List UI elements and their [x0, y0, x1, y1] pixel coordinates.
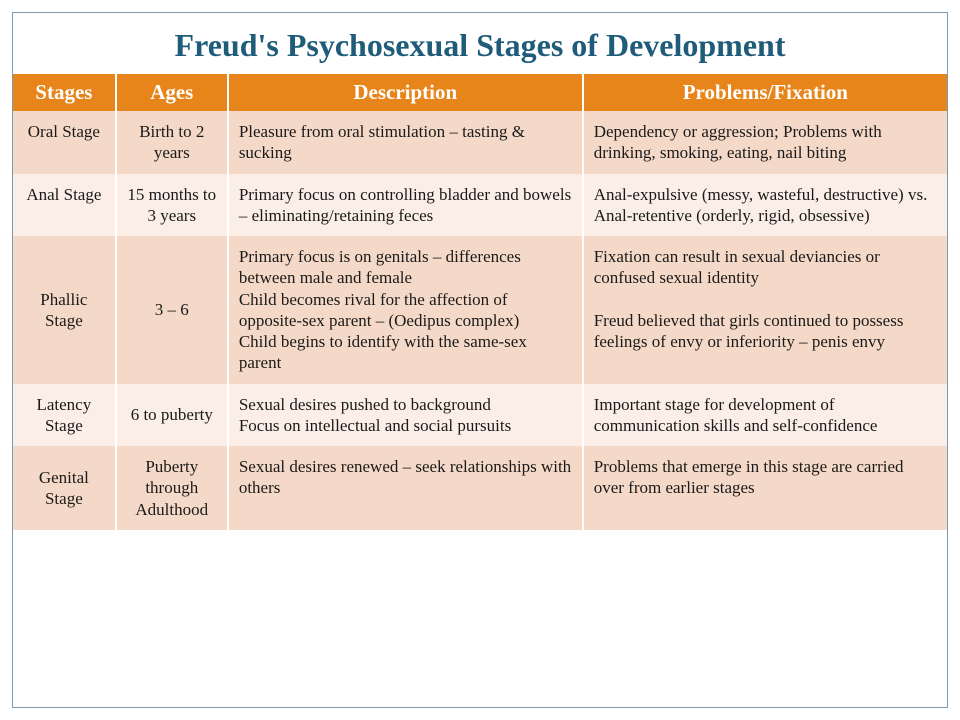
cell-description: Primary focus on controlling bladder and… — [228, 174, 583, 237]
cell-ages: 15 months to 3 years — [116, 174, 228, 237]
content-frame: Freud's Psychosexual Stages of Developme… — [12, 12, 948, 708]
cell-problems: Fixation can result in sexual deviancies… — [583, 236, 947, 384]
col-header-description: Description — [228, 74, 583, 111]
cell-stage: Latency Stage — [13, 384, 116, 447]
table-row: Genital Stage Puberty through Adulthood … — [13, 446, 947, 530]
cell-problems: Problems that emerge in this stage are c… — [583, 446, 947, 530]
page-title: Freud's Psychosexual Stages of Developme… — [13, 13, 947, 74]
cell-stage: Oral Stage — [13, 111, 116, 174]
table-row: Anal Stage 15 months to 3 years Primary … — [13, 174, 947, 237]
table-row: Latency Stage 6 to puberty Sexual desire… — [13, 384, 947, 447]
table-row: Phallic Stage 3 – 6 Primary focus is on … — [13, 236, 947, 384]
cell-problems: Dependency or aggression; Problems with … — [583, 111, 947, 174]
col-header-problems: Problems/Fixation — [583, 74, 947, 111]
table-row: Oral Stage Birth to 2 years Pleasure fro… — [13, 111, 947, 174]
cell-ages: 6 to puberty — [116, 384, 228, 447]
cell-stage: Phallic Stage — [13, 236, 116, 384]
table-body: Oral Stage Birth to 2 years Pleasure fro… — [13, 111, 947, 530]
cell-description: Sexual desires pushed to backgroundFocus… — [228, 384, 583, 447]
cell-description: Pleasure from oral stimulation – tasting… — [228, 111, 583, 174]
cell-ages: Birth to 2 years — [116, 111, 228, 174]
table-header-row: Stages Ages Description Problems/Fixatio… — [13, 74, 947, 111]
col-header-stages: Stages — [13, 74, 116, 111]
cell-stage: Genital Stage — [13, 446, 116, 530]
cell-problems: Important stage for development of commu… — [583, 384, 947, 447]
cell-description: Sexual desires renewed – seek relationsh… — [228, 446, 583, 530]
cell-stage: Anal Stage — [13, 174, 116, 237]
cell-ages: 3 – 6 — [116, 236, 228, 384]
cell-ages: Puberty through Adulthood — [116, 446, 228, 530]
col-header-ages: Ages — [116, 74, 228, 111]
stages-table: Stages Ages Description Problems/Fixatio… — [13, 74, 947, 530]
cell-problems: Anal-expulsive (messy, wasteful, destruc… — [583, 174, 947, 237]
cell-description: Primary focus is on genitals – differenc… — [228, 236, 583, 384]
